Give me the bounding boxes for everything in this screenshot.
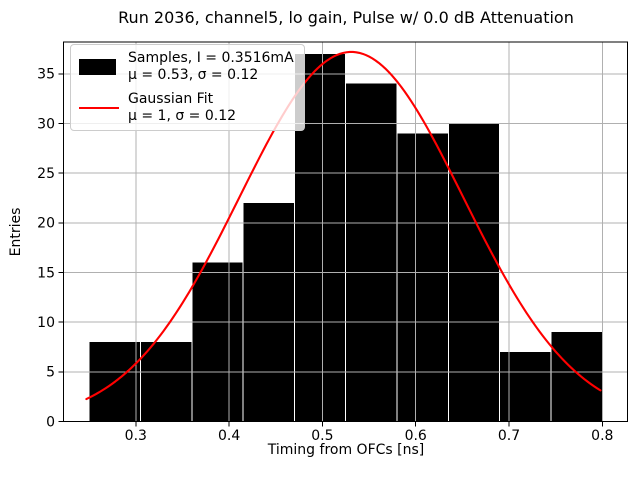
y-tick-label: 10	[37, 315, 55, 331]
samples-label: Samples, I = 0.3516mA	[128, 50, 294, 66]
histogram-bar	[192, 262, 243, 422]
samples-stats-label: μ = 0.53, σ = 0.12	[128, 67, 259, 83]
y-axis-label: Entries	[8, 207, 24, 257]
y-tick-label: 20	[37, 216, 55, 232]
x-tick-label: 0.5	[311, 428, 333, 444]
x-tick-label: 0.8	[591, 428, 613, 444]
histogram-bar	[551, 332, 602, 422]
chart-title: Run 2036, channel5, lo gain, Pulse w/ 0.…	[118, 8, 574, 27]
legend-text-samples: Samples, I = 0.3516mA μ = 0.53, σ = 0.12	[128, 50, 294, 84]
x-tick-label: 0.3	[125, 428, 147, 444]
y-tick-label: 30	[37, 116, 55, 132]
y-tick-label: 35	[37, 67, 55, 83]
plot-spines	[63, 41, 628, 422]
y-tick-label: 0	[46, 414, 55, 430]
histogram-bar	[346, 83, 397, 422]
histogram-bar	[141, 342, 192, 422]
histogram-bar	[397, 133, 448, 422]
gaussian-fit-curve	[85, 50, 602, 401]
samples-bar-swatch	[79, 59, 116, 75]
x-tick-label: 0.7	[498, 428, 520, 444]
legend-entry-samples: Samples, I = 0.3516mA μ = 0.53, σ = 0.12	[79, 50, 294, 84]
gaussian-fit-line-swatch	[79, 107, 119, 109]
x-axis-label: Timing from OFCs [ns]	[267, 442, 425, 458]
y-tick-label: 15	[37, 265, 55, 281]
y-tick-label: 25	[37, 166, 55, 182]
gaussian-fit-label: Gaussian Fit	[128, 91, 214, 107]
histogram-bar	[500, 352, 551, 422]
x-tick-label: 0.4	[218, 428, 240, 444]
histogram-bar	[243, 202, 294, 422]
x-tick-label: 0.6	[405, 428, 427, 444]
legend-entry-gaussian-fit: Gaussian Fit μ = 1, σ = 0.12	[79, 91, 294, 125]
legend-swatch-cell	[79, 107, 119, 109]
legend-text-gaussian-fit: Gaussian Fit μ = 1, σ = 0.12	[128, 91, 236, 125]
y-tick-label: 5	[46, 365, 55, 381]
legend-swatch-cell	[79, 59, 119, 75]
gaussian-fit-stats-label: μ = 1, σ = 0.12	[128, 108, 237, 124]
legend: Samples, I = 0.3516mA μ = 0.53, σ = 0.12…	[70, 44, 305, 131]
